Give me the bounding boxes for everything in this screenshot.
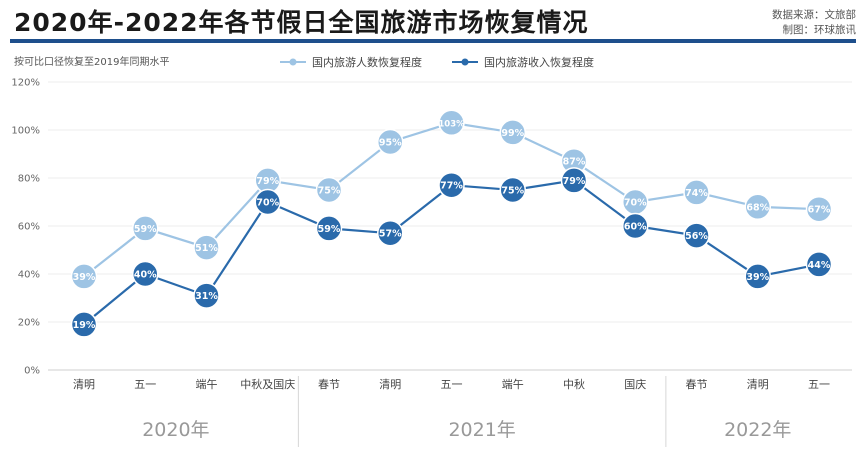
x-tick-label: 中秋及国庆	[240, 377, 295, 391]
data-label-visitors: 79%	[256, 176, 279, 187]
x-tick-label: 端午	[502, 378, 524, 391]
data-label-revenue: 59%	[318, 224, 341, 235]
legend-marker-visitors	[280, 58, 306, 66]
data-label-revenue: 77%	[440, 181, 463, 192]
data-label-revenue: 19%	[73, 320, 96, 331]
data-point-visitors	[683, 179, 710, 206]
legend-label-revenue: 国内旅游收入恢复程度	[484, 56, 594, 69]
data-point-visitors	[193, 234, 220, 261]
data-label-revenue: 75%	[501, 186, 524, 197]
legend-marker-revenue	[452, 58, 478, 66]
legend-label-visitors: 国内旅游人数恢复程度	[312, 56, 422, 69]
data-point-revenue	[499, 176, 526, 204]
data-label-revenue: 31%	[195, 291, 218, 302]
data-point-visitors	[744, 193, 771, 221]
y-tick-label: 20%	[18, 318, 40, 329]
data-label-revenue: 56%	[685, 231, 708, 242]
chart-maker-text: 制图：环球旅讯	[782, 24, 857, 36]
data-point-revenue	[193, 282, 220, 309]
legend-item-revenue: 国内旅游收入恢复程度	[452, 54, 594, 70]
data-label-visitors: 59%	[134, 224, 157, 235]
chart-note: 按可比口径恢复至2019年同期水平	[14, 57, 170, 68]
data-label-visitors: 95%	[379, 138, 402, 149]
legend-item-visitors: 国内旅游人数恢复程度	[280, 54, 422, 70]
x-tick-label: 五一	[808, 378, 830, 391]
y-tick-label: 40%	[18, 270, 40, 281]
data-point-visitors	[805, 195, 833, 223]
y-tick-label: 100%	[11, 126, 40, 137]
x-tick-label: 中秋	[563, 377, 585, 391]
data-point-visitors	[132, 215, 159, 242]
chart-title: 2020年-2022年各节假日全国旅游市场恢复情况	[14, 8, 589, 37]
data-point-visitors	[315, 176, 343, 204]
data-label-visitors: 99%	[501, 128, 524, 139]
data-label-revenue: 70%	[256, 198, 279, 209]
data-label-visitors: 70%	[624, 198, 647, 209]
data-point-revenue	[560, 167, 588, 194]
title-divider-bar	[10, 39, 856, 43]
y-tick-label: 0%	[24, 366, 40, 377]
x-tick-label: 清明	[747, 378, 769, 391]
y-tick-label: 60%	[18, 222, 40, 233]
x-tick-label: 端午	[196, 378, 218, 391]
data-label-revenue: 60%	[624, 222, 647, 233]
data-label-visitors: 74%	[685, 188, 708, 199]
year-group-label: 2021年	[448, 419, 515, 441]
data-point-revenue	[377, 219, 404, 247]
y-tick-label: 80%	[18, 174, 40, 185]
chart-legend: 国内旅游人数恢复程度 国内旅游收入恢复程度	[280, 54, 594, 70]
data-label-revenue: 79%	[563, 176, 586, 187]
data-label-revenue: 39%	[746, 272, 769, 283]
data-source-text: 数据来源：文旅部	[772, 9, 856, 21]
source-credit: 数据来源：文旅部 制图：环球旅讯	[772, 8, 856, 38]
x-tick-label: 春节	[686, 378, 708, 391]
data-point-visitors	[438, 109, 465, 137]
data-point-revenue	[744, 263, 771, 290]
data-point-visitors	[70, 263, 98, 290]
data-point-revenue	[70, 311, 98, 338]
data-label-visitors: 87%	[563, 157, 586, 168]
data-point-revenue	[254, 188, 281, 216]
data-label-revenue: 44%	[808, 260, 831, 271]
y-tick-label: 120%	[11, 78, 40, 89]
data-label-visitors: 51%	[195, 243, 218, 254]
data-label-visitors: 75%	[318, 186, 341, 197]
data-label-revenue: 40%	[134, 270, 157, 281]
data-point-revenue	[438, 171, 465, 199]
x-tick-label: 春节	[318, 378, 340, 391]
data-point-revenue	[132, 260, 159, 288]
data-label-revenue: 57%	[379, 229, 402, 240]
x-tick-label: 五一	[134, 378, 156, 391]
data-label-visitors: 103%	[438, 119, 465, 129]
data-label-visitors: 68%	[746, 202, 769, 213]
data-point-visitors	[499, 119, 526, 146]
data-point-revenue	[683, 222, 710, 249]
data-label-visitors: 39%	[73, 272, 96, 283]
x-tick-label: 清明	[73, 378, 95, 391]
data-point-revenue	[805, 251, 833, 278]
x-tick-label: 清明	[379, 378, 401, 391]
data-label-visitors: 67%	[808, 205, 831, 216]
data-point-revenue	[315, 215, 343, 242]
data-point-revenue	[622, 212, 649, 240]
year-group-label: 2020年	[142, 419, 209, 441]
x-tick-label: 五一	[441, 378, 463, 391]
year-group-label: 2022年	[724, 419, 791, 441]
x-tick-label: 国庆	[624, 377, 646, 391]
data-point-visitors	[377, 128, 404, 156]
